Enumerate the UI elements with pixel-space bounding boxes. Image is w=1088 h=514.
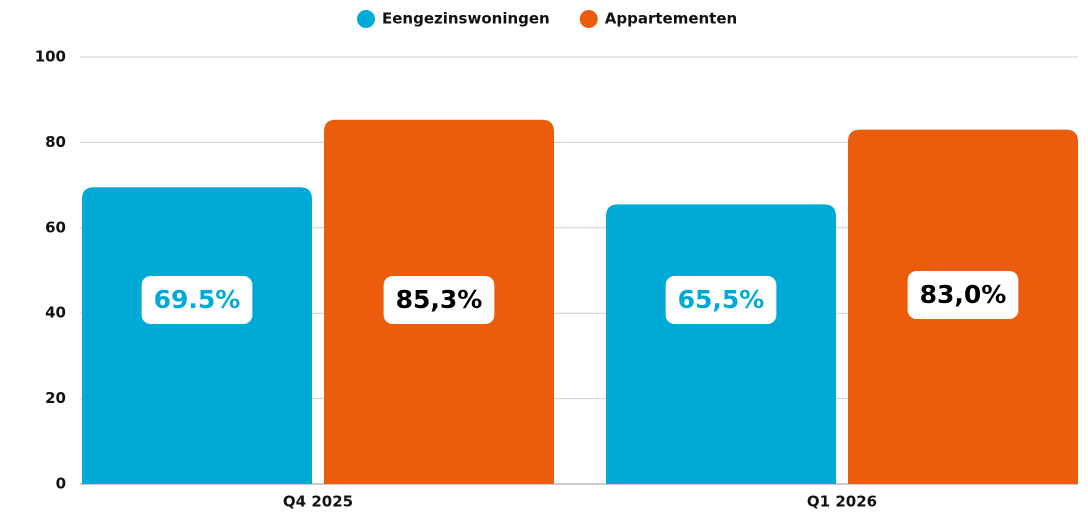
value-label: 69.5% — [154, 285, 241, 314]
y-tick-label: 80 — [45, 133, 66, 151]
legend-label: Eengezinswoningen — [382, 10, 550, 28]
legend-swatch — [579, 10, 598, 28]
y-tick-label: 60 — [45, 218, 66, 236]
value-label-box — [665, 276, 777, 324]
legend-swatch — [357, 10, 375, 28]
value-label: 85,3% — [396, 285, 483, 314]
x-tick-label: Q4 2025 — [283, 493, 353, 511]
bar — [82, 187, 312, 485]
value-label: 83,0% — [920, 280, 1007, 309]
y-tick-label: 40 — [45, 304, 66, 322]
y-tick-label: 0 — [56, 475, 66, 493]
y-tick-label: 100 — [35, 48, 66, 66]
y-tick-label: 20 — [45, 389, 66, 407]
value-label-box — [141, 276, 253, 324]
value-label-box — [383, 276, 495, 324]
legend-label: Appartementen — [605, 10, 737, 28]
value-label: 65,5% — [678, 285, 765, 314]
x-tick-label: Q1 2026 — [807, 493, 877, 511]
value-label-box — [907, 271, 1019, 319]
bar — [606, 204, 836, 484]
